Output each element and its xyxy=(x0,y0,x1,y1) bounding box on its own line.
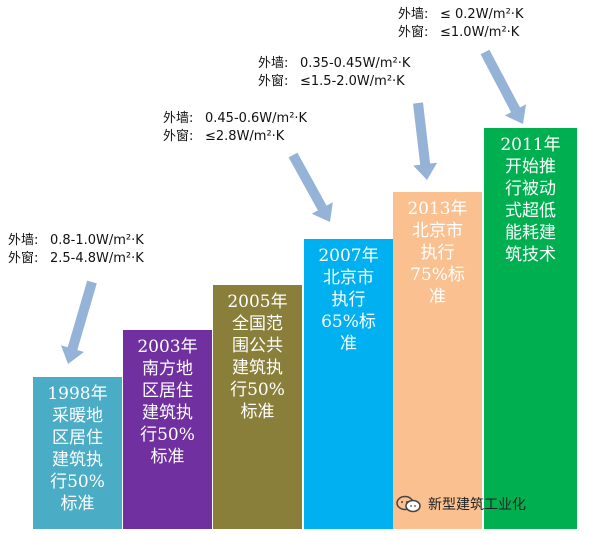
annotation-value: ≤ 0.2W/m²·K xyxy=(440,7,524,22)
bar-label: 2013年 北京市 执行 75%标 准 xyxy=(407,199,468,307)
annotation-4: 外墙: ≤ 0.2W/m²·K 外窗: ≤1.0W/m²·K xyxy=(398,6,523,42)
annotation-key: 外窗: xyxy=(163,129,194,144)
annotation-value: 0.45-0.6W/m²·K xyxy=(205,111,308,126)
arrow-1 xyxy=(61,280,97,364)
bar-5: 2013年 北京市 执行 75%标 准 xyxy=(393,192,482,529)
bar-4: 2007年 北京市 执行 65%标 准 xyxy=(304,239,393,529)
arrow-3 xyxy=(413,102,438,180)
arrow-2 xyxy=(288,152,333,222)
bar-2: 2003年 南方地 区居住 建筑执 行50% 标准 xyxy=(123,330,212,529)
bar-label: 2005年 全国范 围公共 建筑执 行50% 标准 xyxy=(227,292,288,422)
annotation-1: 外墙: 0.8-1.0W/m²·K 外窗: 2.5-4.8W/m²·K xyxy=(8,232,144,268)
annotation-value: ≤1.5-2.0W/m²·K xyxy=(300,74,405,89)
bar-label: 2007年 北京市 执行 65%标 准 xyxy=(318,246,379,354)
annotation-key: 外窗: xyxy=(398,25,429,40)
annotation-key: 外墙: xyxy=(163,111,194,126)
annotation-value: 2.5-4.8W/m²·K xyxy=(50,251,144,266)
annotation-3: 外墙: 0.35-0.45W/m²·K 外窗: ≤1.5-2.0W/m²·K xyxy=(258,55,410,91)
bar-label: 2003年 南方地 区居住 建筑执 行50% 标准 xyxy=(137,337,198,467)
bar-6: 2011年 开始推 行被动 式超低 能耗建 筑技术 xyxy=(484,128,577,529)
bar-3: 2005年 全国范 围公共 建筑执 行50% 标准 xyxy=(213,285,302,529)
annotation-key: 外墙: xyxy=(398,7,429,22)
wall-row: 外墙: 0.45-0.6W/m²·K xyxy=(163,110,307,128)
bar-1: 1998年 采暖地 区居住 建筑执 行50% 标准 xyxy=(33,377,122,529)
annotation-key: 外窗: xyxy=(258,74,289,89)
annotation-2: 外墙: 0.45-0.6W/m²·K 外窗: ≤2.8W/m²·K xyxy=(163,110,307,146)
watermark-text: 新型建筑工业化 xyxy=(428,497,526,513)
bar-label: 2011年 开始推 行被动 式超低 能耗建 筑技术 xyxy=(500,135,561,265)
window-row: 外窗: ≤2.8W/m²·K xyxy=(163,128,307,146)
wechat-icon xyxy=(396,495,422,513)
window-row: 外窗: ≤1.5-2.0W/m²·K xyxy=(258,73,410,91)
wall-row: 外墙: 0.35-0.45W/m²·K xyxy=(258,55,410,73)
arrow-4 xyxy=(480,49,527,125)
bar-label: 1998年 采暖地 区居住 建筑执 行50% 标准 xyxy=(47,384,108,514)
annotation-value: ≤1.0W/m²·K xyxy=(440,25,520,40)
annotation-key: 外墙: xyxy=(258,56,289,71)
wall-row: 外墙: 0.8-1.0W/m²·K xyxy=(8,232,144,250)
annotation-key: 外墙: xyxy=(8,233,39,248)
window-row: 外窗: 2.5-4.8W/m²·K xyxy=(8,250,144,268)
annotation-key: 外窗: xyxy=(8,251,39,266)
annotation-value: 0.35-0.45W/m²·K xyxy=(300,56,411,71)
watermark: 新型建筑工业化 xyxy=(396,493,526,515)
window-row: 外窗: ≤1.0W/m²·K xyxy=(398,24,523,42)
wall-row: 外墙: ≤ 0.2W/m²·K xyxy=(398,6,523,24)
annotation-value: 0.8-1.0W/m²·K xyxy=(50,233,144,248)
annotation-value: ≤2.8W/m²·K xyxy=(205,129,285,144)
